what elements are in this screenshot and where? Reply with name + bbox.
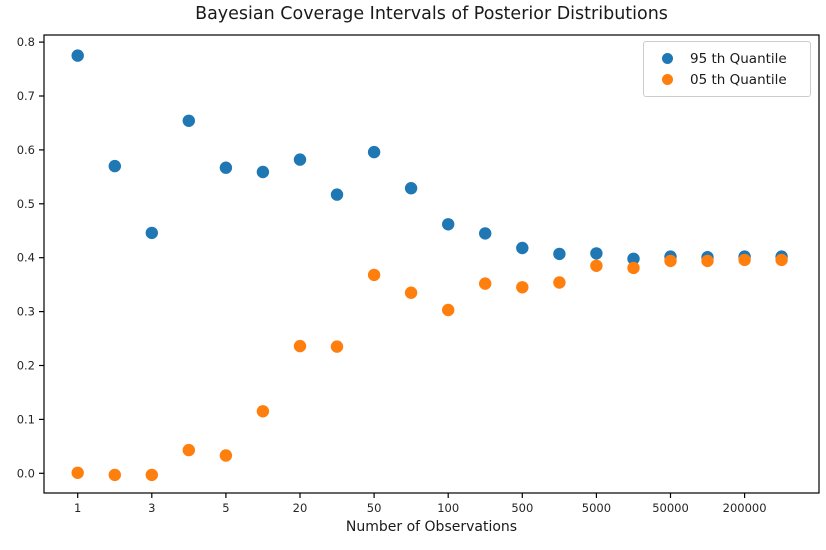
scatter-point-series1-12	[516, 281, 529, 294]
scatter-point-series1-2	[145, 468, 158, 482]
scatter-point-series0-14	[590, 247, 603, 260]
x-tick-label: 1	[74, 501, 81, 515]
y-tick-label: 0.6	[17, 143, 35, 157]
scatter-point-series0-13	[553, 247, 566, 261]
scatter-point-series1-0	[71, 466, 84, 479]
scatter-point-series0-3	[182, 114, 195, 128]
scatter-point-series0-5	[256, 165, 270, 179]
scatter-point-series1-10	[442, 303, 455, 317]
scatter-point-series1-4	[219, 449, 233, 462]
legend-marker-05th-icon	[662, 74, 673, 85]
y-tick-label: 0.1	[17, 412, 35, 426]
scatter-point-series1-17	[701, 254, 714, 268]
legend-marker-95th-icon	[662, 53, 673, 64]
y-tick-label: 0.3	[17, 305, 35, 319]
scatter-point-series0-7	[330, 188, 344, 201]
x-axis-label: Number of Observations	[345, 519, 518, 535]
x-tick-label: 5000	[582, 501, 611, 515]
legend-item-05th: 05 th Quantile	[653, 69, 800, 90]
scatter-point-series0-1	[108, 159, 122, 173]
scatter-point-series0-4	[219, 161, 233, 174]
scatter-point-series1-15	[627, 261, 640, 275]
scatter-point-series1-11	[479, 277, 492, 290]
scatter-point-series1-6	[293, 339, 307, 353]
x-tick-label: 500	[511, 501, 533, 515]
y-tick-label: 0.4	[17, 251, 35, 265]
legend-label-95th: 95 th Quantile	[690, 50, 787, 67]
scatter-point-series1-9	[404, 286, 418, 299]
scatter-point-series1-5	[256, 405, 270, 418]
scatter-point-series0-0	[71, 49, 84, 62]
x-tick-label: 3	[148, 501, 155, 515]
y-tick-label: 0.2	[17, 359, 35, 373]
scatter-point-series1-13	[553, 276, 566, 289]
scatter-point-series0-11	[479, 227, 492, 240]
legend: 95 th Quantile 05 th Quantile	[643, 41, 811, 97]
scatter-point-series1-1	[108, 468, 122, 482]
scatter-point-series0-12	[516, 241, 529, 255]
scatter-point-series0-6	[293, 153, 307, 166]
scatter-point-series1-19	[775, 253, 788, 267]
x-tick-label: 20	[293, 501, 308, 515]
scatter-point-series1-16	[664, 254, 677, 268]
x-tick-label: 50000	[652, 501, 689, 515]
scatter-point-series1-8	[367, 268, 381, 282]
x-tick-label: 5	[222, 501, 229, 515]
scatter-point-series0-15	[627, 252, 640, 265]
x-tick-label: 200000	[723, 501, 767, 515]
x-tick-label: 100	[437, 501, 459, 515]
scatter-point-series0-9	[404, 182, 418, 195]
y-tick-label: 0.8	[17, 35, 35, 49]
y-tick-label: 0.0	[17, 466, 35, 480]
scatter-point-series1-3	[182, 443, 195, 457]
scatter-point-series0-10	[442, 218, 455, 231]
chart-title: Bayesian Coverage Intervals of Posterior…	[195, 4, 668, 24]
legend-label-05th: 05 th Quantile	[690, 71, 787, 88]
scatter-point-series1-14	[590, 259, 603, 272]
y-tick-label: 0.5	[17, 197, 35, 211]
scatter-point-series0-8	[367, 145, 381, 159]
scatter-point-series1-7	[330, 340, 344, 353]
scatter-point-series1-18	[738, 253, 751, 267]
scatter-point-series0-2	[145, 226, 158, 240]
axes-spines	[43, 34, 820, 494]
legend-item-95th: 95 th Quantile	[653, 48, 800, 69]
x-tick-label: 50	[367, 501, 382, 515]
y-tick-label: 0.7	[17, 89, 35, 103]
